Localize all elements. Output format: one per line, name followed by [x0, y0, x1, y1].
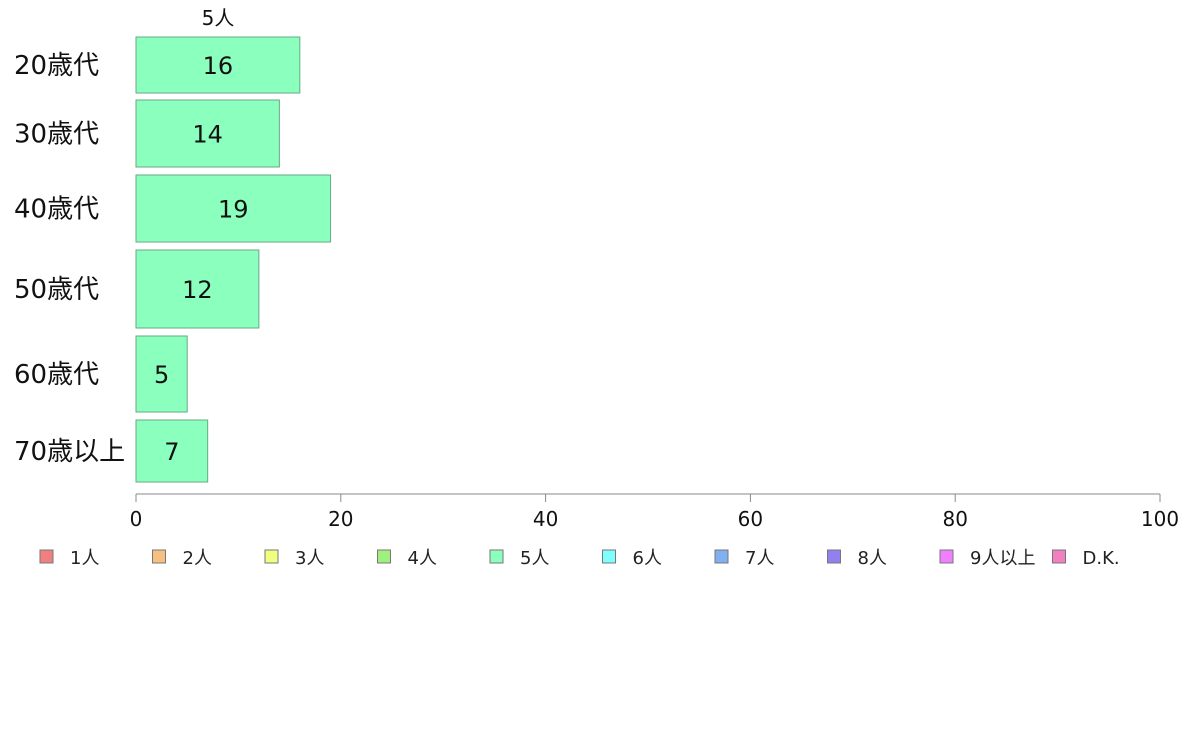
x-axis: 0 20 40 60 80 100	[130, 493, 1179, 531]
bar-value-label: 12	[182, 276, 213, 304]
legend-swatch	[152, 549, 166, 564]
x-tick-label: 60	[738, 507, 763, 531]
legend-label: 2人	[183, 548, 212, 569]
category-label: 60歳代	[14, 360, 99, 390]
series-name-label: 5人	[202, 6, 235, 30]
x-tick-label: 20	[328, 507, 353, 531]
legend-item: 1人	[39, 548, 99, 569]
bar	[135, 99, 280, 168]
legend-label: 5人	[520, 548, 549, 569]
legend-item: 6人	[602, 548, 662, 569]
category-label: 70歳以上	[14, 437, 125, 467]
bar	[135, 419, 209, 483]
bar-value-label: 7	[164, 438, 179, 466]
legend-item: 2人	[152, 548, 212, 569]
legend-item: D.K.	[1052, 548, 1120, 569]
bar	[135, 174, 332, 243]
legend: 1人 2人 3人 4人 5人 6人 7人 8人 9人以上 D.K.	[39, 548, 1120, 569]
legend-swatch	[827, 549, 841, 564]
x-tick-label: 40	[533, 507, 558, 531]
category-label: 20歳代	[14, 51, 99, 81]
x-tick-label: 0	[130, 507, 143, 531]
bar	[135, 335, 188, 413]
legend-swatch	[1052, 549, 1066, 564]
legend-item: 8人	[827, 548, 887, 569]
bar-value-label: 16	[203, 52, 234, 80]
legend-swatch	[377, 549, 391, 564]
legend-swatch	[39, 549, 54, 564]
legend-label: 6人	[633, 548, 662, 569]
legend-swatch	[714, 549, 729, 564]
legend-item: 9人以上	[939, 548, 1035, 569]
legend-item: 5人	[489, 548, 549, 569]
bar-value-label: 5	[154, 361, 169, 389]
legend-label: 4人	[408, 548, 437, 569]
legend-swatch	[489, 549, 504, 564]
legend-label: 9人以上	[970, 548, 1035, 569]
x-tick-label: 80	[942, 507, 967, 531]
bar	[135, 36, 301, 94]
legend-item: 7人	[714, 548, 774, 569]
bar-value-label: 19	[218, 196, 249, 224]
category-label: 30歳代	[14, 120, 99, 150]
legend-label: 3人	[295, 548, 324, 569]
category-label: 40歳代	[14, 195, 99, 225]
legend-label: D.K.	[1083, 548, 1120, 569]
legend-item: 3人	[264, 548, 324, 569]
legend-item: 4人	[377, 548, 437, 569]
legend-label: 1人	[70, 548, 99, 569]
category-label: 50歳代	[14, 275, 99, 305]
x-tick-label: 100	[1141, 507, 1179, 531]
bars-layer: 5人 20歳代 16 30歳代 14 40歳代 19 50歳代 12 60歳代 5 70歳以上 7	[14, 6, 332, 483]
legend-label: 8人	[858, 548, 887, 569]
legend-swatch	[264, 549, 279, 564]
bar-value-label: 14	[192, 121, 223, 149]
legend-label: 7人	[745, 548, 774, 569]
legend-swatch	[602, 549, 616, 564]
bar	[135, 249, 260, 329]
legend-swatch	[939, 549, 954, 564]
